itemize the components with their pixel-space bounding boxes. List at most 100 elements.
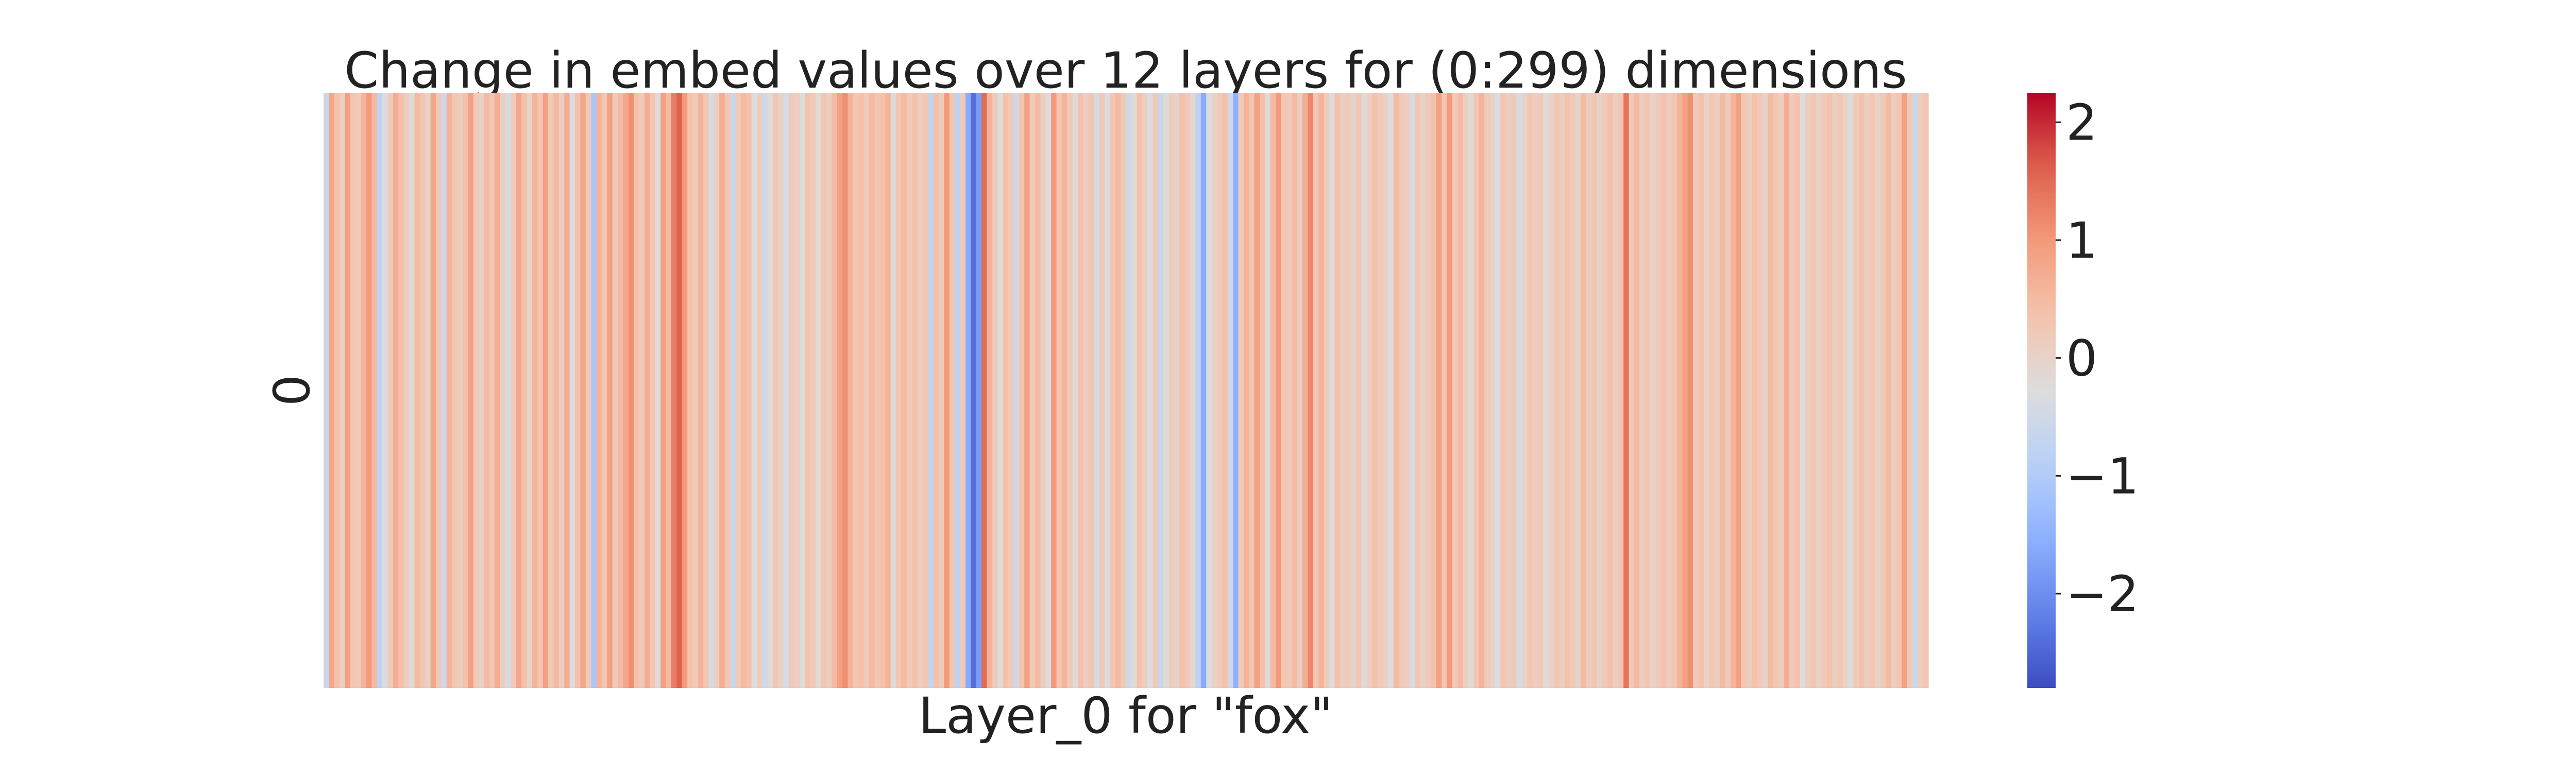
heatmap-cell [1736, 93, 1742, 688]
heatmap-cell [1222, 93, 1228, 688]
heatmap-cell [1805, 93, 1811, 688]
y-axis-ticks: 0 [263, 375, 321, 406]
heatmap-cell [1516, 93, 1522, 688]
heatmap-cell [730, 93, 736, 688]
heatmap-cell [1495, 93, 1501, 688]
heatmap-cell [505, 93, 512, 688]
heatmap-cell [1548, 93, 1554, 688]
heatmap-cell [1655, 93, 1662, 688]
heatmap-cell [1355, 93, 1362, 688]
heatmap-cell [575, 93, 581, 688]
heatmap-cell [901, 93, 907, 688]
heatmap-cell [1864, 93, 1870, 688]
heatmap-cell [1575, 93, 1581, 688]
heatmap-cell [553, 93, 560, 688]
heatmap-cell [366, 93, 372, 688]
heatmap-cell [324, 93, 329, 688]
heatmap-cell [1297, 93, 1303, 688]
heatmap-cell [1061, 93, 1067, 688]
heatmap-cell [794, 93, 800, 688]
heatmap-cell [660, 93, 667, 688]
heatmap-cell [1902, 93, 1908, 688]
heatmap-cell [543, 93, 549, 688]
heatmap-cell [805, 93, 811, 688]
heatmap-cell [537, 93, 544, 688]
heatmap-cell [1613, 93, 1619, 688]
heatmap-cell [591, 93, 597, 688]
heatmap-cell [1056, 93, 1062, 688]
heatmap-cell [1789, 93, 1795, 688]
heatmap-cell [1591, 93, 1597, 688]
heatmap-cell [708, 93, 715, 688]
heatmap-cell [976, 93, 982, 688]
heatmap-cell [1607, 93, 1613, 688]
heatmap-cell [800, 93, 806, 688]
heatmap-cell [992, 93, 998, 688]
heatmap-cell [1570, 93, 1576, 688]
heatmap-cell [1773, 93, 1779, 688]
heatmap-cell [1586, 93, 1592, 688]
heatmap-cell [1634, 93, 1640, 688]
heatmap-cell [419, 93, 426, 688]
heatmap-cell [1923, 93, 1929, 688]
heatmap-cell [1559, 93, 1565, 688]
heatmap-cell [896, 93, 902, 688]
heatmap-cell [1388, 93, 1394, 688]
heatmap-cell [607, 93, 613, 688]
heatmap-cell [446, 93, 452, 688]
heatmap-cell [1725, 93, 1731, 688]
heatmap-cell [922, 93, 928, 688]
heatmap-cell [1227, 93, 1233, 688]
heatmap-cell [1431, 93, 1437, 688]
heatmap-cell [735, 93, 741, 688]
heatmap-cell [409, 93, 415, 688]
heatmap-cell [1837, 93, 1843, 688]
heatmap-cell [1361, 93, 1367, 688]
colorbar-tick-label: 2 [2066, 94, 2097, 152]
heatmap-cell [912, 93, 918, 688]
heatmap-cell [676, 93, 683, 688]
heatmap-cell [495, 93, 501, 688]
heatmap-cell [329, 93, 335, 688]
heatmap-cell [596, 93, 602, 688]
heatmap-cell [1757, 93, 1763, 688]
heatmap-cell [1019, 93, 1025, 688]
heatmap-cell [355, 93, 362, 688]
heatmap-cell [1880, 93, 1886, 688]
heatmap-cell [345, 93, 351, 688]
heatmap-cell [917, 93, 923, 688]
heatmap-cell [1270, 93, 1276, 688]
heatmap-cell [623, 93, 629, 688]
heatmap-cell [393, 93, 399, 688]
heatmap-cell [655, 93, 661, 688]
heatmap-cell [1682, 93, 1688, 688]
heatmap-cell [634, 93, 640, 688]
heatmap-cell [1564, 93, 1570, 688]
heatmap-cell [473, 93, 479, 688]
heatmap-cell [1276, 93, 1282, 688]
heatmap-cell [1131, 93, 1137, 688]
heatmap-cell [1045, 93, 1052, 688]
heatmap-cell [1350, 93, 1357, 688]
heatmap-cell [1200, 93, 1207, 688]
heatmap-cell [949, 93, 955, 688]
heatmap-cell [757, 93, 763, 688]
heatmap-cell [714, 93, 720, 688]
y-tick-label: 0 [263, 375, 321, 406]
heatmap-cell [479, 93, 485, 688]
heatmap-cell [832, 93, 838, 688]
heatmap-cell [821, 93, 827, 688]
heatmap-cell [580, 93, 586, 688]
heatmap-cell [1768, 93, 1774, 688]
heatmap-cell [398, 93, 404, 688]
heatmap-cell [1730, 93, 1736, 688]
heatmap-cell [1810, 93, 1817, 688]
colorbar-tick-label: −1 [2066, 447, 2139, 505]
heatmap-cell [703, 93, 709, 688]
heatmap-cell [1206, 93, 1212, 688]
heatmap-cell [789, 93, 795, 688]
heatmap-cell [1436, 93, 1442, 688]
heatmap-cell [468, 93, 474, 688]
heatmap-cell [414, 93, 420, 688]
